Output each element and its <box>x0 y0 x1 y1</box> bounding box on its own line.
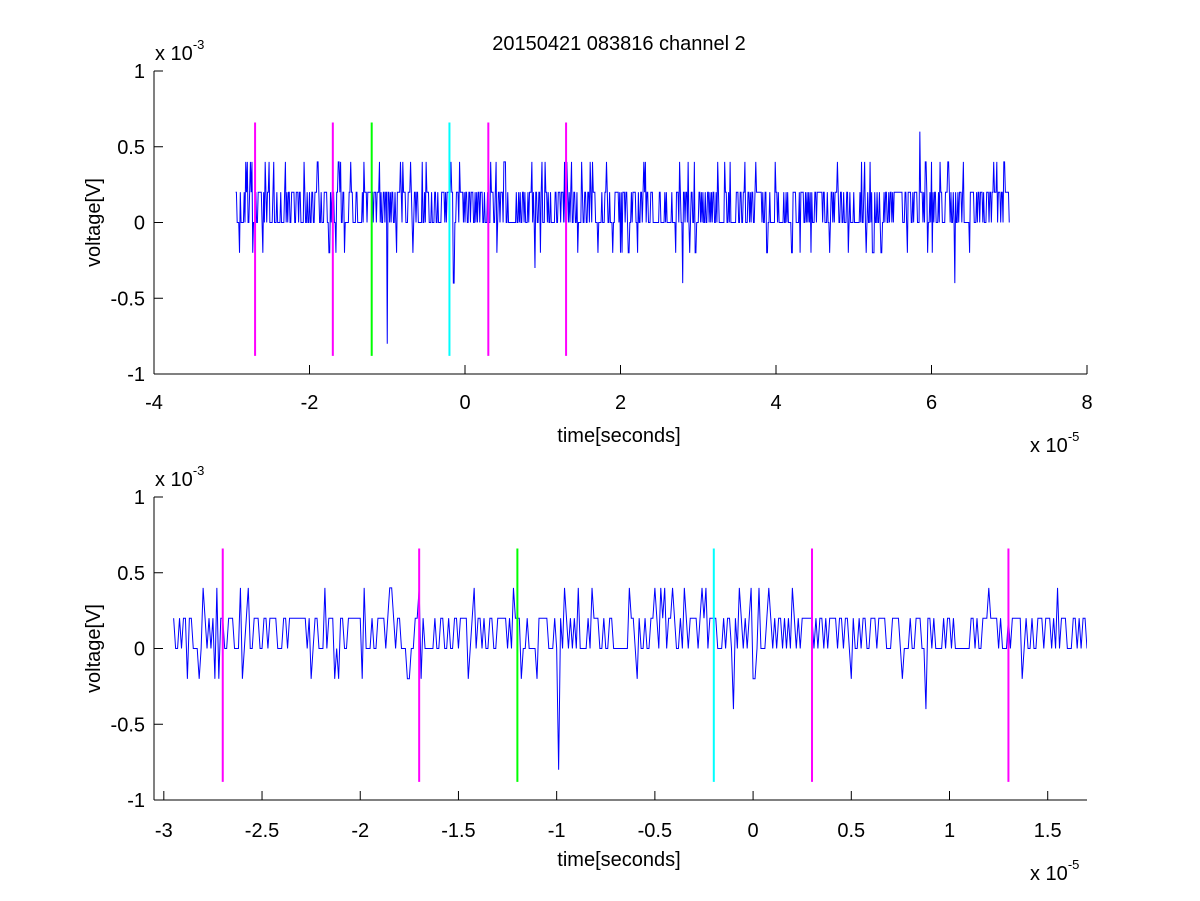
top-plot: -4 -2 0 2 4 6 8 -1 -0.5 0 0.5 1 time[seconds] voltage… <box>83 37 1093 457</box>
signal-trace <box>235 131 1010 344</box>
x-tick-label: -2.5 <box>245 820 279 842</box>
y-tick-label: -1 <box>127 790 145 812</box>
x-axis-label: time[seconds] <box>557 425 680 447</box>
x-tick-label: 4 <box>770 392 781 414</box>
x-tick-label: 0.5 <box>837 820 865 842</box>
x-tick-label: -0.5 <box>638 820 672 842</box>
x-tick-label: -2 <box>351 820 369 842</box>
x-tick-label: 1.5 <box>1034 820 1062 842</box>
x-tick-label: 6 <box>926 392 937 414</box>
x-tick-label: 2 <box>615 392 626 414</box>
y-tick-label: 0.5 <box>117 137 145 159</box>
y-tick-label: 1 <box>134 487 145 509</box>
x-axis-label: time[seconds] <box>557 849 680 871</box>
y-axis-multiplier: x 10-3 <box>155 37 204 65</box>
x-tick-label: 1 <box>944 820 955 842</box>
x-tick-label: -2 <box>301 392 319 414</box>
y-axis-multiplier: x 10-3 <box>155 463 204 491</box>
x-tick-label: -3 <box>155 820 173 842</box>
y-tick-label: -0.5 <box>111 714 145 736</box>
x-tick-label: -1.5 <box>441 820 475 842</box>
x-axis-multiplier: x 10-5 <box>1030 429 1079 457</box>
x-tick-label: -1 <box>548 820 566 842</box>
x-tick-label: 8 <box>1081 392 1092 414</box>
y-tick-label: 0.5 <box>117 563 145 585</box>
y-tick-label: -0.5 <box>111 288 145 310</box>
y-tick-label: 1 <box>134 61 145 83</box>
y-axis-label: voltage[V] <box>83 178 105 267</box>
y-axis-label: voltage[V] <box>83 604 105 693</box>
y-tick-label: 0 <box>134 213 145 235</box>
x-tick-label: -4 <box>145 392 163 414</box>
x-tick-label: 0 <box>459 392 470 414</box>
bottom-plot: -3 -2.5 -2 -1.5 -1 -0.5 0 0.5 1 1.5 -1 -0.5 0 0.5 1 tim… <box>83 463 1087 885</box>
y-tick-label: 0 <box>134 639 145 661</box>
y-tick-label: -1 <box>127 364 145 386</box>
x-tick-label: 0 <box>748 820 759 842</box>
signal-trace <box>173 587 1087 770</box>
x-axis-multiplier: x 10-5 <box>1030 857 1079 885</box>
figure-title: 20150421 083816 channel 2 <box>492 33 746 55</box>
